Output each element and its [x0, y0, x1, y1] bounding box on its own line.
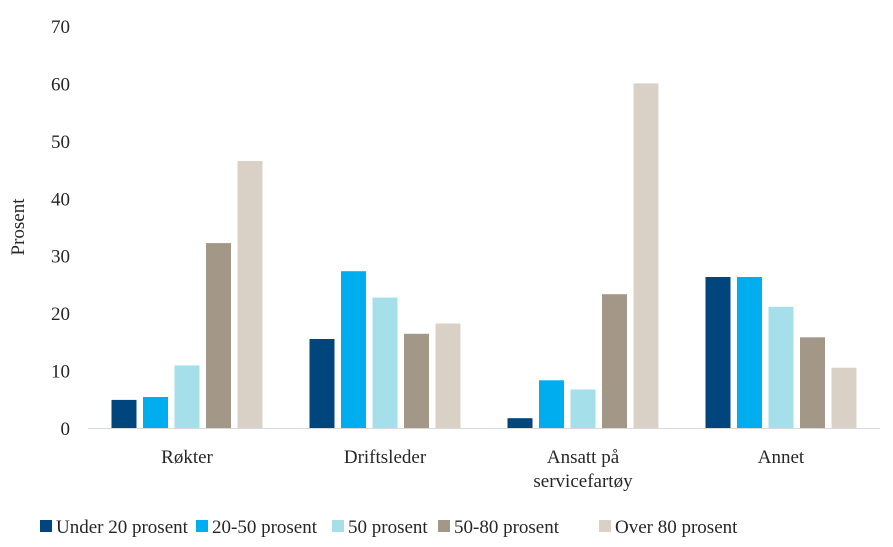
legend-label: 50-80 prosent — [454, 517, 560, 538]
bars — [111, 83, 857, 429]
bar-3-0 — [206, 243, 231, 428]
legend-swatch — [332, 520, 344, 532]
legend-label: Under 20 prosent — [56, 517, 189, 538]
bar-1-3 — [737, 277, 762, 428]
bar-0-0 — [111, 399, 137, 428]
bar-2-0 — [174, 365, 200, 428]
bar-0-1 — [309, 339, 335, 428]
y-axis-ticks: 0 10 20 30 40 50 60 70 — [51, 17, 70, 440]
legend-swatch — [438, 520, 450, 532]
bar-4-0 — [237, 161, 263, 428]
y-tick-label: 0 — [61, 419, 71, 440]
bar-3-1 — [404, 333, 429, 428]
x-category-label: Røkter — [161, 447, 213, 468]
bar-4-2 — [633, 83, 659, 429]
legend-label: 50 prosent — [348, 517, 428, 538]
bar-0-2 — [507, 418, 533, 428]
y-axis-label: Prosent — [8, 198, 29, 256]
bar-1-0 — [143, 397, 168, 428]
x-category-label: Driftsleder — [344, 447, 427, 468]
y-tick-label: 70 — [51, 17, 70, 38]
bar-2-1 — [372, 297, 398, 428]
x-category-label: Ansatt på — [547, 447, 620, 468]
bar-2-3 — [768, 306, 794, 428]
bar-4-1 — [435, 323, 461, 428]
legend-label: Over 80 prosent — [615, 517, 738, 538]
y-tick-label: 50 — [51, 132, 70, 153]
legend-swatch — [599, 520, 611, 532]
y-tick-label: 10 — [51, 362, 70, 383]
y-tick-label: 30 — [51, 247, 70, 268]
bar-2-2 — [570, 389, 596, 428]
bar-3-2 — [602, 294, 627, 428]
y-tick-label: 60 — [51, 74, 70, 95]
bar-4-3 — [831, 367, 857, 428]
x-category-label: servicefartøy — [533, 471, 633, 492]
bar-3-3 — [800, 337, 825, 428]
y-tick-label: 40 — [51, 189, 70, 210]
bar-1-2 — [539, 380, 564, 428]
x-axis-categories: Røkter Driftsleder Ansatt på servicefartøy A… — [161, 447, 805, 492]
legend: Under 20 prosent 20-50 prosent 50 prosent 5… — [40, 517, 738, 538]
legend-label: 20-50 prosent — [212, 517, 318, 538]
bar-0-3 — [705, 277, 731, 428]
legend-swatch — [196, 520, 208, 532]
legend-swatch — [40, 520, 52, 532]
bar-1-1 — [341, 271, 366, 428]
x-category-label: Annet — [758, 447, 805, 468]
y-tick-label: 20 — [51, 304, 70, 325]
